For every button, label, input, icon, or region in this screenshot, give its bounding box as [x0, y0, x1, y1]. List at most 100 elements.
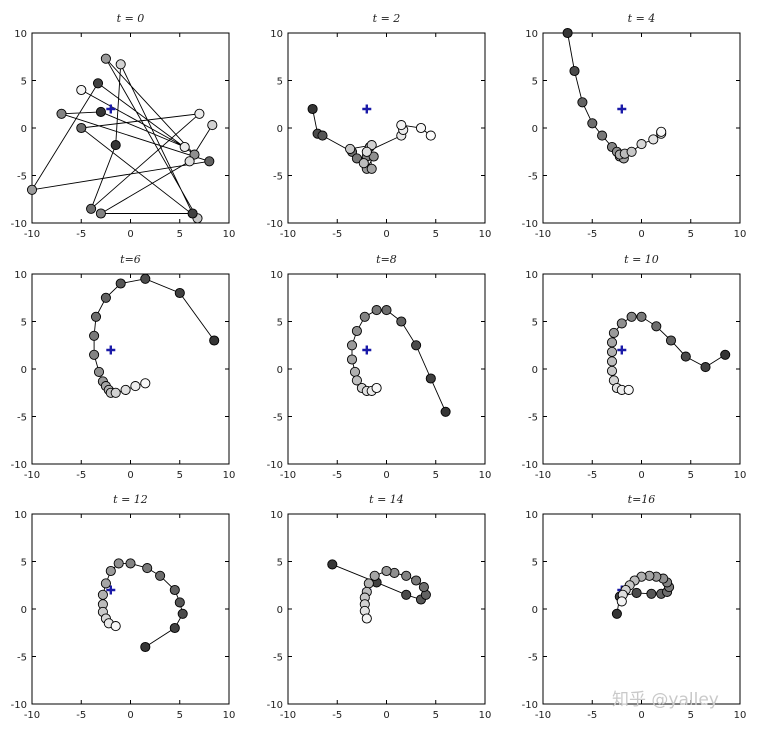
data-point — [76, 84, 87, 96]
panel-title: t = 12 — [113, 493, 148, 506]
data-point — [425, 373, 436, 384]
panel-title: t = 0 — [117, 12, 145, 25]
x-tick-label: -5 — [76, 229, 86, 240]
data-point — [89, 330, 100, 341]
x-tick-label: 10 — [479, 470, 492, 481]
panel-title: t = 14 — [369, 493, 404, 506]
data-point — [142, 563, 153, 574]
plot-frame — [31, 32, 230, 224]
plot-frame — [542, 513, 741, 705]
y-tick-label: -10 — [522, 219, 538, 230]
y-tick-label: -5 — [273, 172, 283, 183]
plot-frame — [31, 273, 230, 465]
y-tick-label: 5 — [277, 318, 283, 329]
data-point — [401, 589, 412, 600]
panel-4: t=6 -10 -5 0 5 10 -10 -5 0 5 10 — [11, 253, 236, 481]
data-point — [616, 318, 627, 329]
x-tick-label: 10 — [479, 710, 492, 721]
data-point — [606, 365, 618, 376]
panel-grid: t = 0 -10 -5 0 5 10 -10 -5 0 5 10 t = 2 -10 -5 0 5 10 -10… — [11, 12, 747, 721]
x-tick-label: 0 — [127, 470, 133, 481]
data-point — [369, 570, 380, 581]
data-point — [396, 120, 407, 131]
x-tick-label: 10 — [734, 229, 747, 240]
data-point — [562, 27, 573, 39]
data-point — [665, 335, 677, 346]
data-point — [626, 311, 637, 322]
x-tick-label: -5 — [332, 229, 342, 240]
x-tick-label: -10 — [280, 229, 296, 240]
y-tick-label: 10 — [525, 270, 538, 281]
data-point — [411, 575, 422, 586]
y-tick-label: -10 — [267, 460, 283, 471]
panel-9: t=16 -10 -5 0 5 10 -10 -5 0 5 10 — [522, 493, 747, 721]
target-plus-marker — [617, 345, 627, 355]
x-tick-label: 5 — [688, 470, 694, 481]
x-tick-label: 10 — [479, 229, 492, 240]
x-tick-label: -5 — [76, 470, 86, 481]
x-tick-label: 0 — [383, 710, 389, 721]
x-tick-label: -5 — [587, 229, 597, 240]
data-point — [115, 59, 126, 70]
y-tick-label: -10 — [267, 700, 283, 711]
x-tick-label: -5 — [332, 470, 342, 481]
plot-frame — [542, 273, 741, 465]
x-tick-label: -10 — [535, 710, 551, 721]
x-tick-label: 5 — [688, 229, 694, 240]
y-tick-label: 0 — [277, 124, 283, 135]
y-tick-label: 5 — [532, 77, 538, 88]
data-point — [396, 316, 407, 327]
data-point — [361, 146, 372, 157]
data-point — [194, 108, 205, 119]
data-point — [366, 140, 377, 151]
data-point — [346, 340, 358, 351]
y-tick-label: 0 — [21, 124, 27, 135]
x-tick-label: -10 — [24, 470, 40, 481]
data-point — [95, 208, 106, 219]
data-point — [155, 570, 166, 581]
data-point — [100, 53, 111, 64]
data-point — [587, 118, 598, 129]
data-point — [358, 158, 369, 169]
y-tick-label: 10 — [270, 510, 283, 521]
y-tick-label: 5 — [277, 558, 283, 569]
data-point — [317, 130, 328, 141]
y-tick-label: 10 — [525, 510, 538, 521]
x-tick-label: -5 — [587, 470, 597, 481]
data-point — [368, 151, 379, 162]
y-tick-label: -5 — [528, 413, 538, 424]
data-point — [411, 340, 422, 351]
y-tick-label: 10 — [14, 270, 27, 281]
data-point — [97, 589, 108, 600]
data-point — [569, 65, 580, 77]
y-tick-label: -5 — [17, 653, 27, 664]
x-tick-label: -5 — [332, 710, 342, 721]
panel-8: t = 14 -10 -5 0 5 10 -10 -5 0 5 10 — [267, 493, 492, 721]
data-point — [680, 351, 691, 362]
data-point — [611, 608, 622, 619]
data-point — [100, 292, 111, 303]
data-point — [401, 570, 412, 581]
data-point — [115, 278, 126, 289]
data-point — [371, 382, 382, 394]
x-tick-label: 0 — [127, 229, 133, 240]
target-plus-marker — [106, 585, 116, 595]
data-point — [130, 381, 141, 392]
data-point — [76, 122, 87, 134]
x-tick-label: 0 — [638, 229, 644, 240]
y-tick-label: 10 — [270, 270, 283, 281]
data-point — [418, 582, 429, 593]
y-tick-label: 0 — [21, 365, 27, 376]
y-tick-label: -5 — [528, 172, 538, 183]
data-point — [125, 558, 136, 569]
data-point — [651, 321, 662, 332]
y-tick-label: 5 — [21, 77, 27, 88]
x-tick-label: -10 — [535, 470, 551, 481]
data-point — [656, 126, 667, 137]
y-tick-label: -10 — [522, 700, 538, 711]
data-point — [90, 311, 102, 322]
data-point — [169, 622, 180, 634]
watermark-text: 知乎 @yalley — [612, 690, 719, 710]
x-tick-label: 5 — [177, 470, 183, 481]
x-tick-label: 0 — [383, 229, 389, 240]
